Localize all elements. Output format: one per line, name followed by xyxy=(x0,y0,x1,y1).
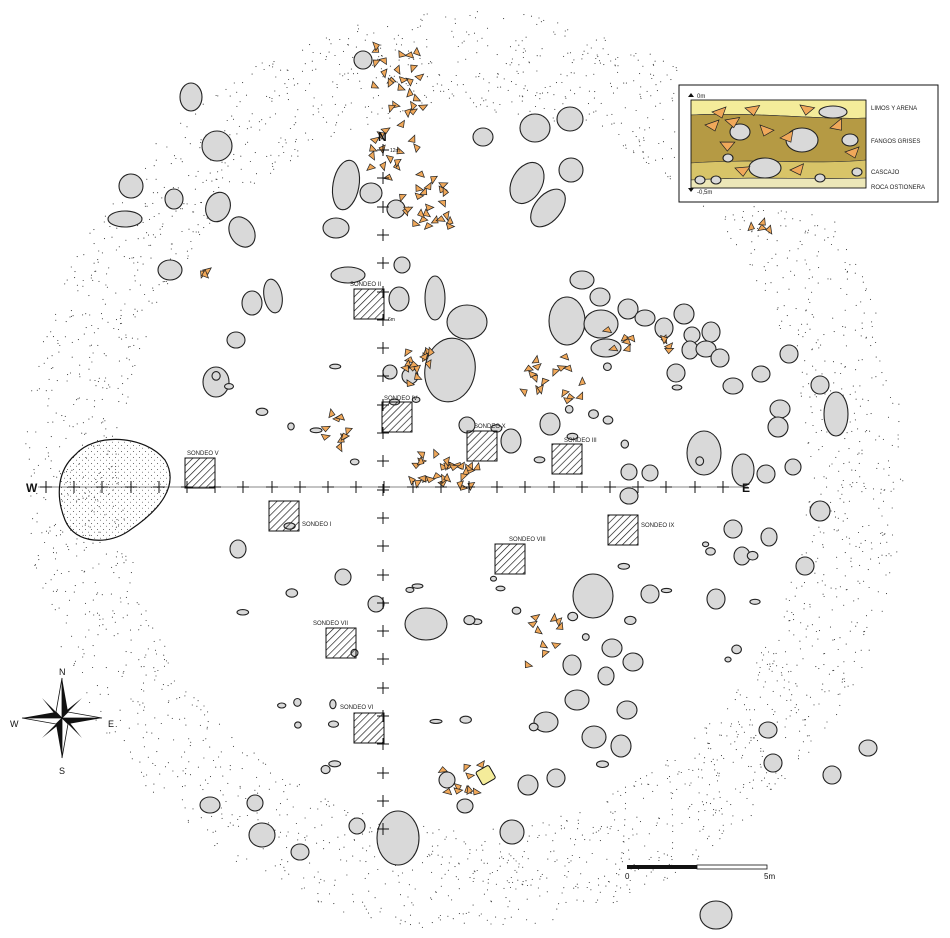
sherds-layer xyxy=(200,41,773,796)
top-depth-label: 0m xyxy=(697,94,705,100)
grid-mark-6m: 6m xyxy=(388,317,395,323)
sondeo-viii-unit: SONDEO VIII xyxy=(494,537,546,575)
scale-bar: 0 5m xyxy=(625,864,775,881)
west-label: W xyxy=(26,481,38,495)
sondeo-label: SONDEO I xyxy=(302,522,332,528)
sondeo-label: SONDEO V xyxy=(187,451,219,457)
layer-label: LIMOS Y ARENA xyxy=(871,106,917,112)
sondeo-ii-unit: SONDEO II xyxy=(350,282,385,320)
compass-e: E xyxy=(108,719,114,729)
sondeo-iii-unit: SONDEO III xyxy=(551,438,597,475)
sondeo-x-unit: SONDEO X xyxy=(466,424,506,462)
sondeo-i-unit: SONDEO I xyxy=(268,500,332,532)
layer-label: CASCAJO xyxy=(871,170,900,176)
sondeo-label: SONDEO X xyxy=(474,424,506,430)
compass-rose-icon: N S E W xyxy=(10,667,114,776)
layer-label: ROCA OSTIONERA xyxy=(871,185,925,191)
layer-label: FANGOS GRISES xyxy=(871,139,920,145)
sondeo-ix-unit: SONDEO IX xyxy=(607,514,674,546)
sondeo-label: SONDEO VII xyxy=(313,621,348,627)
sondeo-iv-unit: SONDEO IV xyxy=(381,396,417,433)
sondeo-vii-unit: SONDEO VII xyxy=(313,621,357,659)
sondeo-v-unit: SONDEO V xyxy=(184,451,219,489)
stratigraphy-inset: 0m -0,5m LIMOS Y ARENA FANGOS GRISES CAS… xyxy=(678,84,939,203)
yellow-find xyxy=(475,765,496,786)
scale-start: 0 xyxy=(625,872,630,881)
scale-end: 5m xyxy=(764,872,775,881)
sondeo-label: SONDEO II xyxy=(350,282,381,288)
stones-layer xyxy=(107,50,878,930)
compass-n: N xyxy=(59,667,66,677)
bottom-depth-label: -0,5m xyxy=(697,190,712,196)
sondeo-label: SONDEO IV xyxy=(384,396,417,402)
compass-w: W xyxy=(10,719,19,729)
sondeo-label: SONDEO VI xyxy=(340,705,374,711)
east-label: E xyxy=(742,481,750,495)
sondeo-label: SONDEO III xyxy=(564,438,597,444)
north-label: N xyxy=(378,130,387,144)
compass-s: S xyxy=(59,766,65,776)
sondeo-vi-unit: SONDEO VI xyxy=(340,705,385,744)
sondeo-label: SONDEO VIII xyxy=(509,537,546,543)
sand-patch xyxy=(58,438,171,541)
grid-mark-12m: 12m xyxy=(390,148,400,154)
sondeo-label: SONDEO IX xyxy=(641,523,674,529)
